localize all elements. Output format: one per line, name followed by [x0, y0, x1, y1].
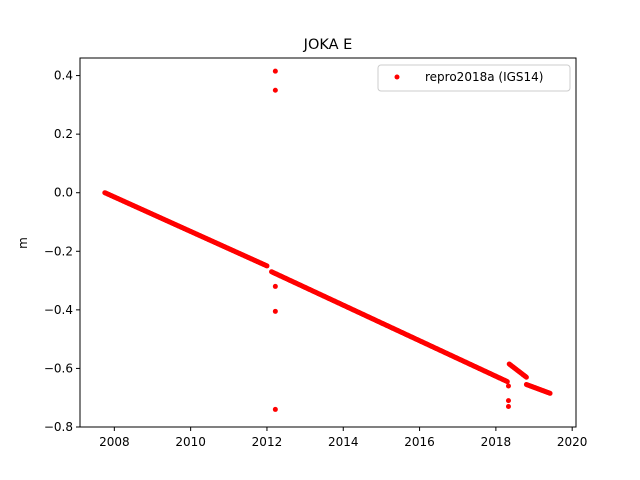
- data-point: [272, 406, 278, 412]
- y-tick-label: −0.6: [44, 361, 73, 375]
- data-point: [505, 398, 511, 404]
- data-point: [272, 87, 278, 93]
- x-tick-label: 2008: [99, 435, 130, 449]
- axis-ticks: 2008 2010 2012 2014 2016 2018 2020 −0.8 −0.6 −0.4…: [44, 69, 588, 449]
- y-tick-label: −0.4: [44, 303, 73, 317]
- y-tick-label: −0.2: [44, 244, 73, 258]
- y-tick-label: 0.2: [54, 127, 73, 141]
- legend-label: repro2018a (IGS14): [425, 70, 543, 84]
- data-point: [505, 404, 511, 409]
- chart-title: JOKA E: [303, 37, 353, 53]
- x-tick-label: 2020: [557, 435, 588, 449]
- y-tick-label: 0.4: [54, 69, 73, 83]
- x-tick-label: 2018: [481, 435, 512, 449]
- legend-box: [377, 64, 571, 92]
- data-point: [272, 68, 278, 74]
- x-tick-label: 2016: [404, 435, 435, 449]
- legend: repro2018a (IGS14): [377, 64, 571, 92]
- x-tick-label: 2010: [175, 435, 206, 449]
- data-point: [272, 308, 278, 314]
- y-axis-label: m: [16, 237, 30, 249]
- plot-frame: [79, 57, 577, 428]
- y-tick-label: 0.0: [54, 186, 73, 200]
- data-point: [264, 263, 270, 269]
- data-point: [272, 283, 278, 289]
- data-point: [504, 379, 510, 385]
- legend-marker: [394, 74, 400, 80]
- data-point: [505, 383, 511, 389]
- data-points: [102, 68, 553, 412]
- data-point: [523, 374, 529, 380]
- x-tick-label: 2014: [328, 435, 359, 449]
- x-tick-label: 2012: [252, 435, 283, 449]
- y-tick-label: −0.8: [44, 420, 73, 434]
- data-point: [547, 390, 553, 396]
